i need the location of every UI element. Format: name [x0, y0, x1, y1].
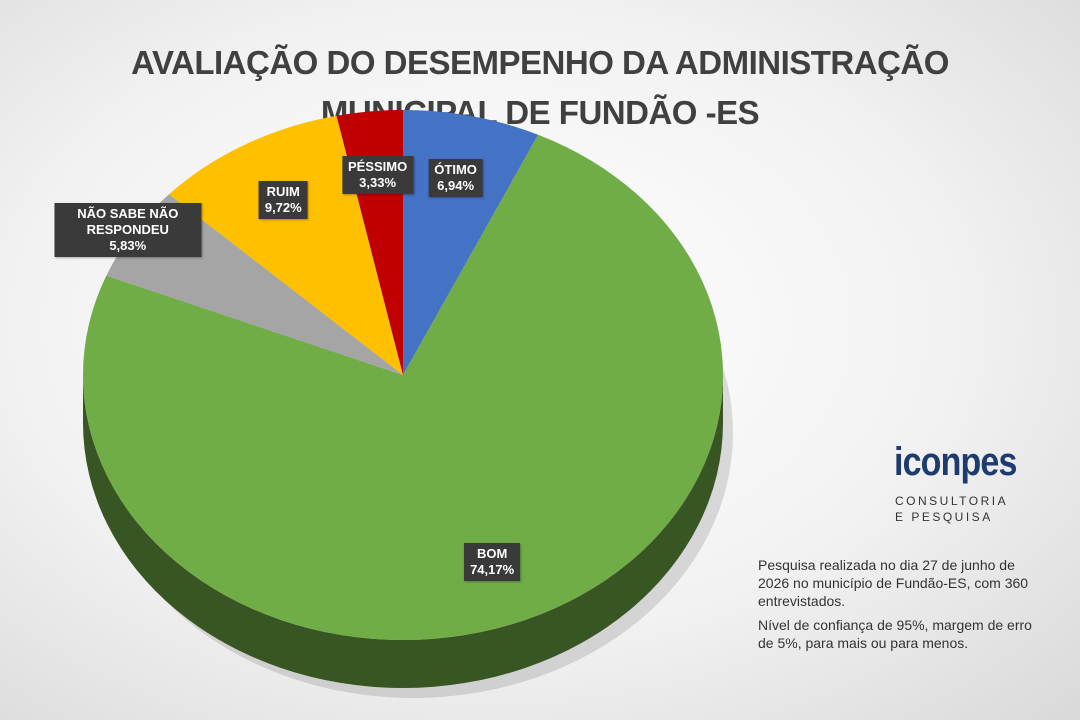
category-label: NÃO SABE NÃO RESPONDEU [77, 205, 179, 237]
note: Nível de confiança de 95%, margem de err… [758, 617, 1032, 651]
category-label: BOM [476, 546, 508, 562]
data-label: RUIM 9,72% [258, 180, 308, 219]
logo-tagline: CONSULTORIA E PESQUISA [895, 494, 1008, 524]
note: Pesquisa realizada no dia 27 de junho de… [758, 557, 1029, 609]
chart-title: AVALIAÇÃO DO DESEMPENHO DA ADMINISTRAÇÃO… [131, 44, 949, 131]
value-label: 9,72% [264, 199, 302, 215]
category-label: ÓTIMO [434, 162, 477, 178]
data-label: PÉSSIMO 3,33% [341, 155, 414, 194]
value-label: 74,17% [470, 562, 515, 578]
data-label: ÓTIMO 6,94% [428, 159, 483, 198]
value-label: 5,83% [109, 237, 147, 253]
value-label: 6,94% [437, 178, 475, 194]
logo: iconpes [894, 440, 1017, 484]
pie-slice [83, 134, 724, 641]
data-label: BOM 74,17% [464, 543, 521, 582]
category-label: RUIM [266, 183, 300, 199]
data-label: NÃO SABE NÃO RESPONDEU 5,83% [54, 202, 202, 257]
category-label: PÉSSIMO [347, 158, 408, 174]
notes: Pesquisa realizada no dia 27 de junho de… [758, 556, 1043, 658]
value-label: 3,33% [359, 174, 397, 190]
pie-side [83, 375, 723, 688]
